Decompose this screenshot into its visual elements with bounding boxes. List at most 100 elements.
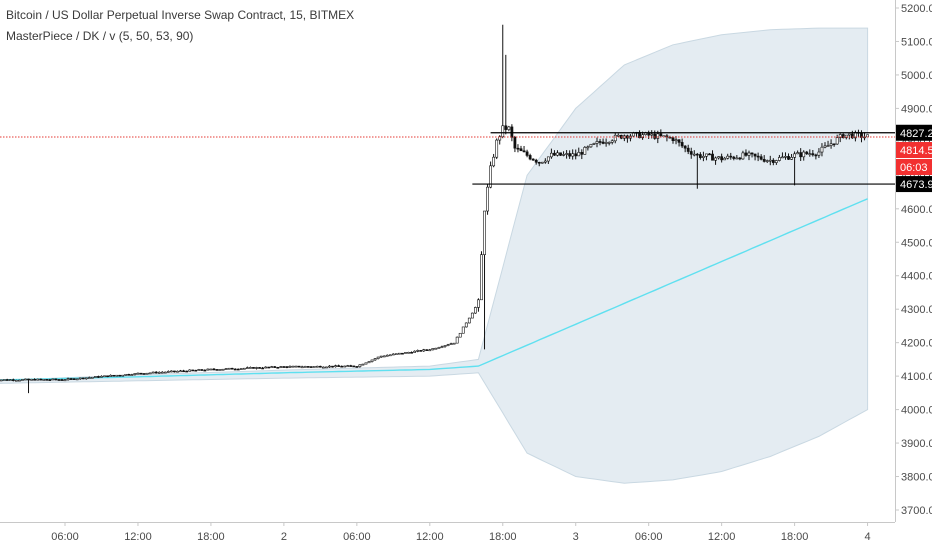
candle — [255, 366, 258, 370]
candle-body — [580, 152, 584, 155]
candle-body — [774, 160, 778, 163]
candle — [127, 373, 131, 376]
candle — [808, 149, 812, 157]
candle-body — [246, 367, 249, 369]
candle-body — [750, 152, 754, 155]
candle — [407, 351, 410, 354]
candle — [139, 372, 143, 375]
candle — [8, 379, 12, 381]
candle-body — [242, 367, 246, 370]
candle — [45, 379, 49, 381]
candle — [185, 370, 189, 373]
candle-body — [732, 156, 736, 159]
candle — [361, 363, 365, 366]
candle-body — [832, 143, 836, 146]
candle-body — [504, 125, 508, 130]
candle-body — [771, 159, 775, 163]
candle-body — [574, 153, 578, 157]
candle-body — [78, 377, 82, 380]
candle-body — [534, 159, 538, 163]
candle — [355, 366, 359, 368]
candle-body — [562, 154, 565, 156]
candle — [239, 368, 243, 370]
candle-body — [346, 365, 350, 367]
candle-body — [577, 152, 581, 157]
candle — [382, 355, 386, 358]
candle — [753, 153, 757, 161]
candle — [583, 146, 587, 155]
candle — [72, 378, 76, 380]
candle — [574, 149, 578, 160]
candle — [17, 379, 21, 382]
candle — [562, 151, 565, 157]
candle-body — [127, 373, 131, 376]
candle-body — [653, 133, 657, 139]
candle-body — [820, 146, 824, 153]
candle-body — [84, 377, 88, 380]
indicator-title: MasterPiece / DK / v (5, 50, 53, 90) — [6, 29, 194, 43]
candle-body — [340, 365, 344, 368]
candle-body — [230, 367, 234, 370]
candle-body — [5, 379, 9, 381]
candle — [246, 366, 249, 369]
candle-body — [698, 154, 702, 158]
candle-body — [741, 152, 745, 160]
candle — [388, 354, 392, 357]
candle-body — [154, 371, 158, 374]
candle — [69, 377, 73, 380]
candle — [428, 348, 432, 352]
candle — [480, 251, 483, 301]
countdown-tag-bg — [896, 159, 932, 176]
candle-body — [170, 370, 173, 373]
candle — [686, 144, 690, 155]
candle — [109, 374, 113, 377]
candle-body — [407, 351, 410, 354]
candle — [173, 370, 176, 373]
candle — [331, 365, 334, 368]
candle-body — [811, 153, 815, 156]
candle — [328, 365, 331, 368]
candle-body — [571, 153, 575, 157]
candle-body — [765, 160, 769, 162]
candle-body — [470, 312, 474, 319]
candle — [413, 350, 417, 353]
candle-body — [212, 368, 216, 371]
candle-body — [458, 332, 462, 338]
candle — [261, 366, 265, 370]
candle — [708, 153, 711, 156]
candle-body — [720, 156, 724, 161]
candle-body — [781, 156, 784, 159]
candle — [762, 155, 766, 163]
candle-body — [692, 153, 696, 156]
candle-body — [27, 378, 30, 381]
candle-body — [11, 379, 15, 381]
candle — [443, 345, 447, 348]
candle-body — [209, 368, 213, 371]
candle — [820, 143, 824, 157]
candle — [522, 146, 526, 153]
candle-body — [473, 307, 477, 314]
current-price-tag-label: 4814.5 — [900, 145, 932, 157]
candle — [148, 372, 152, 375]
candle-body — [69, 378, 73, 380]
candle — [352, 365, 356, 368]
candle-body — [711, 153, 714, 161]
candle — [802, 150, 806, 161]
candle-body — [285, 366, 289, 368]
candle — [206, 368, 210, 371]
candle — [501, 24, 505, 139]
candle-body — [829, 143, 833, 146]
candle-body — [467, 317, 471, 324]
candle-body — [136, 372, 140, 375]
candle-body — [695, 153, 699, 156]
candle — [559, 152, 562, 156]
time-tick-label: 12:00 — [708, 531, 736, 543]
candle-body — [8, 379, 12, 381]
candle — [790, 154, 793, 160]
candle-body — [446, 344, 450, 346]
candle-body — [735, 157, 739, 160]
candle — [394, 353, 398, 355]
candle — [194, 369, 198, 372]
candle — [5, 378, 9, 381]
